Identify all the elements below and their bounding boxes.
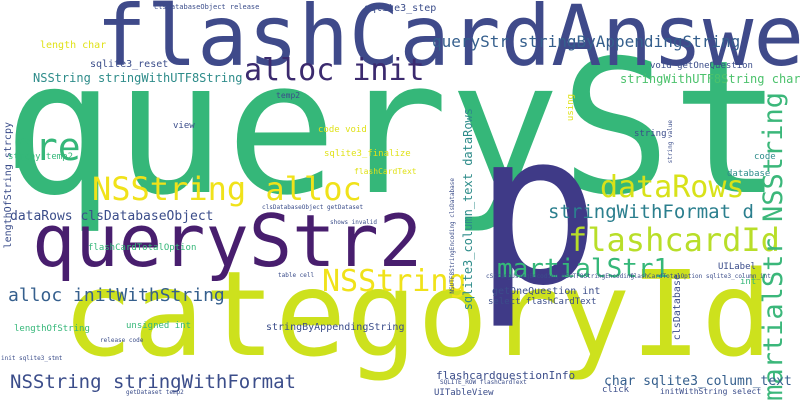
word-martialstr-nsstring: martialStr NSString <box>758 92 789 400</box>
word-release-code: release code <box>100 337 144 344</box>
word-clsdatabaseobject-getdataset: clsDatabaseObject getDataset <box>262 204 364 211</box>
word-querystr-stringbyappendingstring: queryStr stringByAppendingString <box>432 32 741 51</box>
word-cstringusingencoding: cStringUsingEncoding NSUTF8StringEncodin… <box>486 273 635 280</box>
word-code-void: code void <box>318 125 367 135</box>
word-shows-invalid: shows invalid <box>330 219 377 226</box>
word-querystr2: queryStr2 <box>32 199 423 283</box>
word-flashcardquestioninfo: flashcardquestionInfo <box>436 369 576 382</box>
word-categoryid: categoryId <box>62 245 773 383</box>
word-nsstring-stringwithutf8string: NSString stringWithUTF8String <box>33 71 243 85</box>
word-uitableview: UITableView <box>434 388 494 398</box>
word-nsstring: NSString <box>322 264 467 299</box>
word-database: database <box>727 169 771 179</box>
word-lengthofstring-strcpy: lengthOfString strcpy <box>3 122 14 249</box>
word-sqlite3-step: sqlite3_step <box>364 3 437 14</box>
word-nsstring-stringwithformat: NSString stringWithFormat <box>10 371 296 393</box>
word-code: code <box>754 152 776 162</box>
word-sqlite3-reset: sqlite3_reset <box>90 59 169 70</box>
word-sqlite3-column-text-datarows: sqlite3_column_text dataRows <box>461 108 475 311</box>
word-unsigned-int: unsigned int <box>126 321 192 331</box>
word-getonequestion-int: getOneQuestion int <box>492 286 601 297</box>
word-flashcardid: flashcardId <box>568 221 780 259</box>
word-int: int <box>740 277 757 287</box>
word-nsutf8stringencoding-clsdatabase: NSUTF8StringEncoding clsDatabase <box>449 178 456 294</box>
word-void-getonequestion: void getOneQuestion <box>650 61 753 71</box>
word-nsstring-alloc: NSString alloc <box>92 170 362 208</box>
word-string: string <box>634 129 667 139</box>
word-select-flashcardtext: select flashCardText <box>488 297 597 307</box>
word-temp2: temp2 <box>276 91 301 100</box>
word-sqlite-row-flashcardtext: SQLITE_ROW flashCardText <box>440 379 527 386</box>
word-alloc-initwithstring: alloc initWithString <box>8 285 225 306</box>
word-querystr: queryStr <box>3 20 800 236</box>
word-clsdatabaseobject-release: clsDatabaseObject release <box>154 3 260 11</box>
word-char-sqlite3-column-text: char sqlite3_column_text <box>604 374 792 389</box>
word-pre: pre <box>12 125 81 169</box>
word-string-value: string value <box>667 120 674 164</box>
word-lengthofstring: lengthOfString <box>14 324 90 334</box>
word-alloc-init: alloc init <box>244 53 425 88</box>
word-flashcardtotaloption: flashCardTotalOption <box>88 243 197 253</box>
word-click: click <box>602 385 630 395</box>
word-stringwithformat-d: stringWithFormat d <box>548 201 754 223</box>
word-using: using <box>566 94 576 122</box>
word-view: view <box>173 121 195 131</box>
word-table-cell: table cell <box>278 272 315 279</box>
word-uilabel: UILabel <box>718 262 756 272</box>
word-getdataset-temp2: getDataset temp2 <box>126 389 184 396</box>
word-datarows: dataRows <box>600 170 745 205</box>
word-flashcardtotaloption-sqlite3-column-int: flashCardTotalOption sqlite3_column_int <box>630 273 771 280</box>
word-stringbyappendingstring: stringByAppendingString <box>266 322 405 333</box>
word-martialstr1: martialStr1 <box>497 254 670 284</box>
word-p: p <box>474 87 601 332</box>
word-flashcardtext: flashCardText <box>354 167 417 176</box>
word-clsdatabase: clsDatabase <box>672 274 683 341</box>
word-flashcardanswer: flashCardAnswer <box>96 0 800 85</box>
word-length-char: length char <box>40 40 107 51</box>
word-datarows-clsdatabaseobject: dataRows clsDatabaseObject <box>10 209 214 224</box>
word-strcpy-temp2: strcpy temp2 <box>8 152 74 162</box>
word-initwithstring-select: initWithString select <box>660 387 762 396</box>
word-init-sqlite3-stmt: init sqlite3_stmt <box>1 355 63 362</box>
word-stringwithutf8string-char: stringWithUTF8String char <box>620 72 800 86</box>
word-sqlite3-finalize: sqlite3_finalize <box>324 149 411 159</box>
